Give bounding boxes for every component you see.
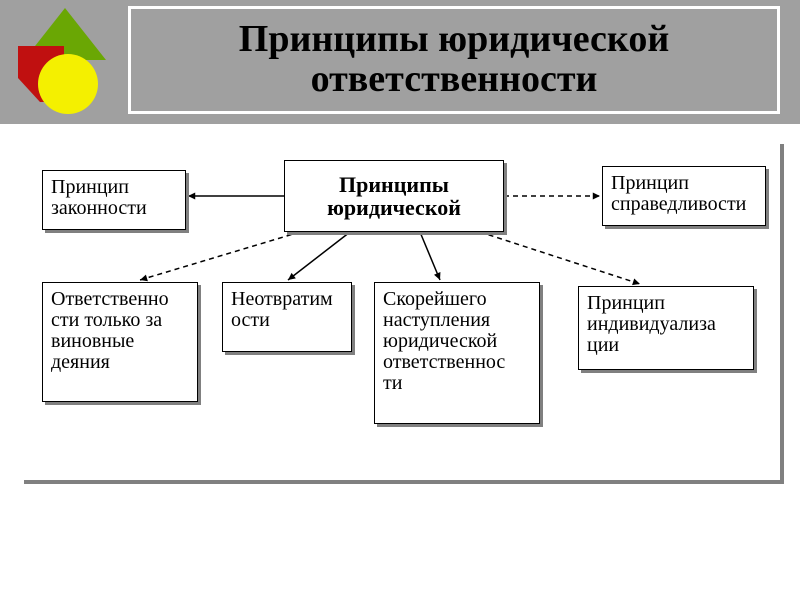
arrowhead-n2	[593, 193, 600, 200]
node-n1: Принцип законности	[42, 170, 186, 230]
edge-center-n3	[140, 232, 300, 280]
node-n4: Неотвратим ости	[222, 282, 352, 352]
edge-center-n5	[420, 232, 440, 280]
page-title: Принципы юридической ответственности	[239, 20, 669, 100]
logo-svg	[10, 6, 120, 116]
node-n5: Скорейшего наступления юридической ответ…	[374, 282, 540, 424]
diagram-panel: Принципы юридической Принцип законности Пр…	[20, 140, 780, 480]
stage: Принципы юридической ответственности При…	[0, 0, 800, 600]
circle-icon	[38, 54, 98, 114]
logo-shapes	[10, 6, 120, 116]
edge-center-n6	[480, 232, 640, 284]
node-n6: Принцип индивидуализа ции	[578, 286, 754, 370]
node-n3: Ответственно сти только за виновные деян…	[42, 282, 198, 402]
arrowhead-n1	[188, 193, 195, 200]
edge-center-n4	[288, 232, 350, 280]
title-frame: Принципы юридической ответственности	[128, 6, 780, 114]
arrowhead-n6	[632, 278, 640, 285]
node-center: Принципы юридической	[284, 160, 504, 232]
node-n2: Принцип справедливости	[602, 166, 766, 226]
